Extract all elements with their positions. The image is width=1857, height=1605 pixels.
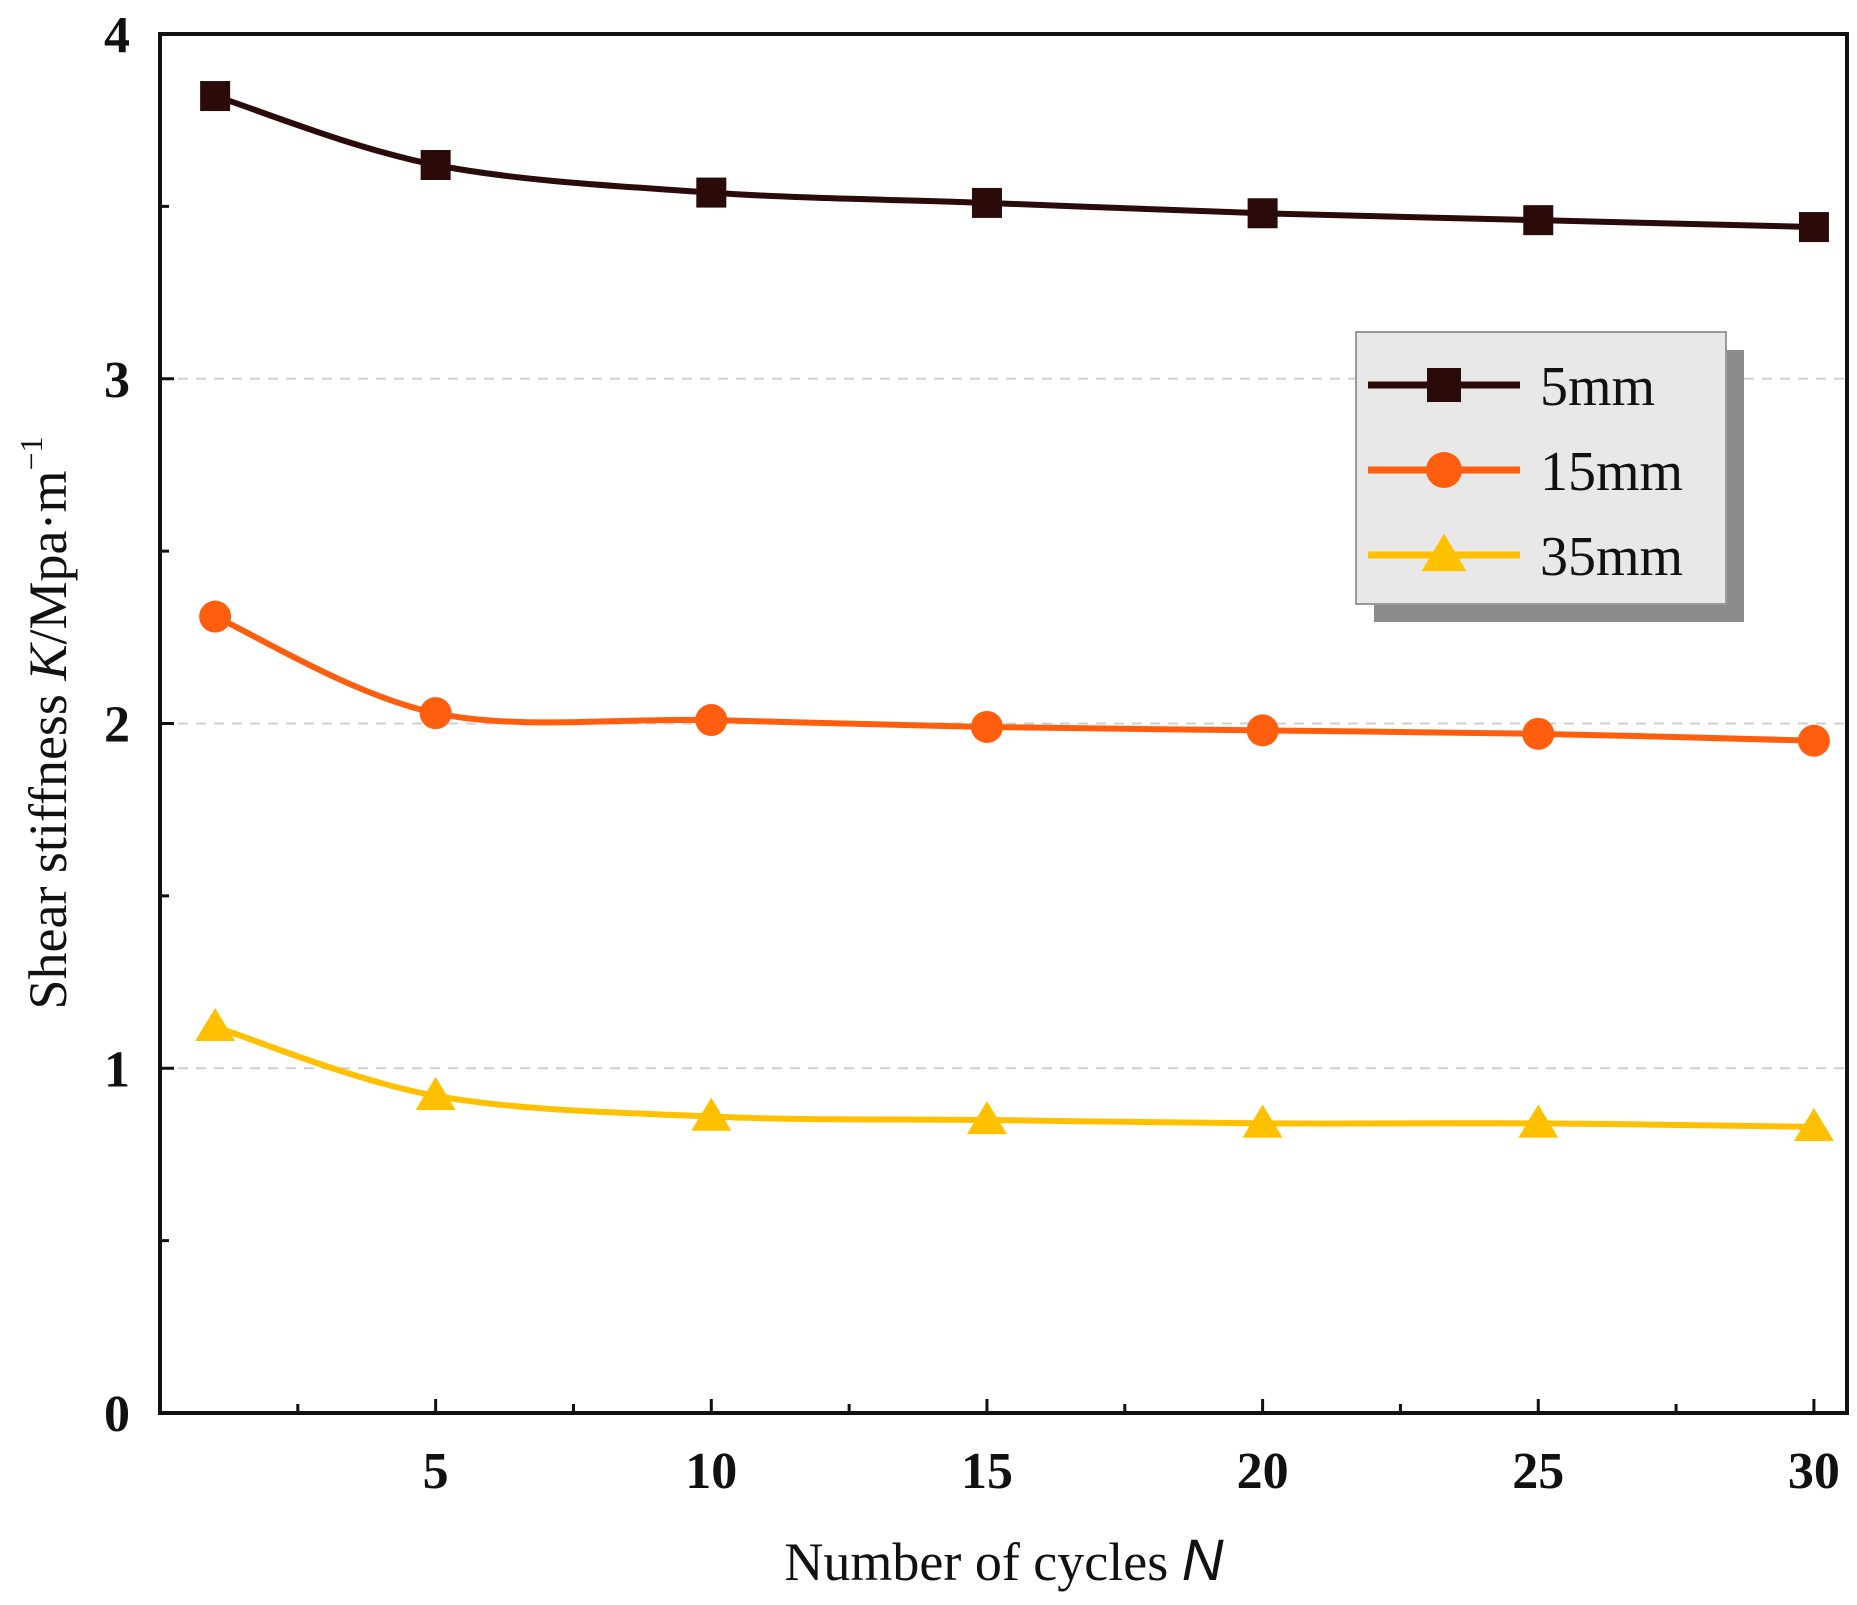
x-tick-label: 25 bbox=[1512, 1443, 1564, 1500]
data-point-35mm bbox=[195, 1007, 236, 1042]
series-line-5mm bbox=[214, 93, 1814, 231]
series-line-15mm bbox=[213, 613, 1814, 744]
y-tick-label: 3 bbox=[104, 352, 130, 409]
data-point-35mm bbox=[966, 1101, 1007, 1135]
legend-label-15mm: 15mm bbox=[1540, 441, 1683, 503]
x-tick-label: 15 bbox=[961, 1443, 1013, 1500]
y-tick-label: 1 bbox=[104, 1041, 130, 1098]
x-tick-label: 5 bbox=[423, 1443, 449, 1500]
data-point-15mm bbox=[1797, 724, 1830, 757]
series-layer bbox=[195, 81, 1834, 1142]
y-tick-label: 2 bbox=[104, 697, 130, 754]
data-point-35mm bbox=[415, 1076, 456, 1111]
data-point-5mm bbox=[1247, 198, 1278, 229]
data-point-5mm bbox=[971, 187, 1002, 218]
data-point-15mm bbox=[199, 600, 232, 633]
x-tick-label: 10 bbox=[685, 1443, 737, 1500]
y-axis-variable: K bbox=[18, 642, 78, 682]
series-line-35mm bbox=[214, 1024, 1814, 1130]
x-axis-variable: N bbox=[1182, 1528, 1224, 1593]
legend-marker-35mm bbox=[1421, 533, 1467, 572]
data-point-5mm bbox=[1523, 205, 1554, 236]
y-tick-label: 0 bbox=[104, 1386, 130, 1443]
x-tick-label: 30 bbox=[1788, 1443, 1840, 1500]
y-axis-exponent: −1 bbox=[13, 436, 49, 470]
data-point-35mm bbox=[691, 1097, 732, 1131]
y-axis-unit: /Mpa·m bbox=[18, 471, 78, 645]
data-point-15mm bbox=[1246, 714, 1279, 747]
data-point-5mm bbox=[420, 150, 451, 181]
data-point-35mm bbox=[1793, 1107, 1834, 1142]
x-tick-label: 20 bbox=[1237, 1443, 1289, 1500]
data-point-15mm bbox=[695, 704, 728, 737]
axes: 0 1 2 3 4 5 10 15 20 25 30 bbox=[104, 7, 1840, 1500]
data-point-5mm bbox=[1798, 212, 1829, 243]
data-point-15mm bbox=[1522, 717, 1555, 750]
legend-marker-15mm bbox=[1426, 452, 1462, 488]
x-axis-title: Number of cycles N bbox=[784, 1528, 1223, 1593]
data-point-35mm bbox=[1518, 1104, 1559, 1138]
data-point-15mm bbox=[419, 697, 452, 730]
legend-marker-5mm bbox=[1427, 368, 1461, 402]
y-axis-title: Shear stiffness K/Mpa·m−1 bbox=[13, 436, 78, 1009]
legend-label-35mm: 35mm bbox=[1540, 526, 1683, 588]
data-point-35mm bbox=[1242, 1104, 1283, 1138]
legend-label-5mm: 5mm bbox=[1540, 356, 1655, 418]
legend: 5mm 15mm 35mm bbox=[1355, 331, 1744, 622]
data-point-5mm bbox=[200, 81, 231, 112]
legend-items: 5mm 15mm 35mm bbox=[1368, 356, 1683, 588]
data-point-5mm bbox=[696, 177, 727, 208]
data-point-15mm bbox=[970, 710, 1003, 743]
y-tick-label: 4 bbox=[104, 7, 130, 64]
